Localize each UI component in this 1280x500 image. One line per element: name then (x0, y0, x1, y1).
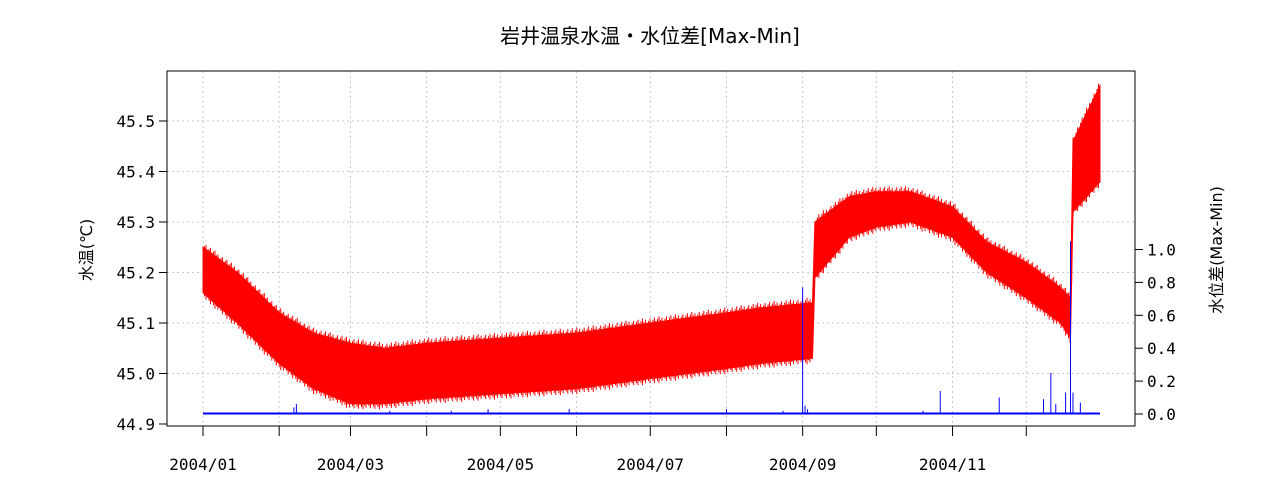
x-tick-label: 2004/09 (769, 455, 836, 474)
x-tick-label: 2004/05 (467, 455, 534, 474)
y-right-tick-label: 0.4 (1147, 339, 1176, 358)
y-right-tick-label: 0.6 (1147, 306, 1176, 325)
chart-title: 岩井温泉水温・水位差[Max-Min] (500, 24, 800, 48)
right-axis: 0.0 0.2 0.4 0.6 0.8 1.0 (1135, 241, 1176, 424)
y-axis-label-right: 水位差(Max-Min) (1207, 186, 1226, 314)
water-temp-oscillation (202, 83, 1101, 410)
y-left-tick-label: 45.2 (116, 264, 155, 283)
x-tick-label: 2004/11 (919, 455, 986, 474)
y-left-tick-label: 44.9 (116, 415, 155, 434)
x-tick-label: 2004/03 (317, 455, 384, 474)
y-left-tick-label: 45.3 (116, 213, 155, 232)
y-right-tick-label: 1.0 (1147, 241, 1176, 260)
y-right-tick-label: 0.2 (1147, 372, 1176, 391)
x-tick-label: 2004/07 (617, 455, 684, 474)
plot-frame (166, 70, 1136, 427)
x-tick-label: 2004/01 (169, 455, 236, 474)
y-left-tick-label: 45.1 (116, 314, 155, 333)
y-axis-label-left: 水温(℃) (77, 219, 96, 281)
x-axis: 2004/01 2004/03 2004/05 2004/07 2004/09 2004/… (169, 426, 1027, 474)
y-left-tick-label: 45.0 (116, 365, 155, 384)
water-temp-series (202, 83, 1101, 410)
y-right-tick-label: 0.8 (1147, 273, 1176, 292)
y-left-tick-label: 45.5 (116, 112, 155, 131)
water-level-diff-series (203, 241, 1100, 415)
y-right-tick-label: 0.0 (1147, 405, 1176, 424)
y-left-tick-label: 45.4 (116, 163, 155, 182)
left-axis: 44.9 45.0 45.1 45.2 45.3 45.4 45.5 (116, 112, 167, 434)
